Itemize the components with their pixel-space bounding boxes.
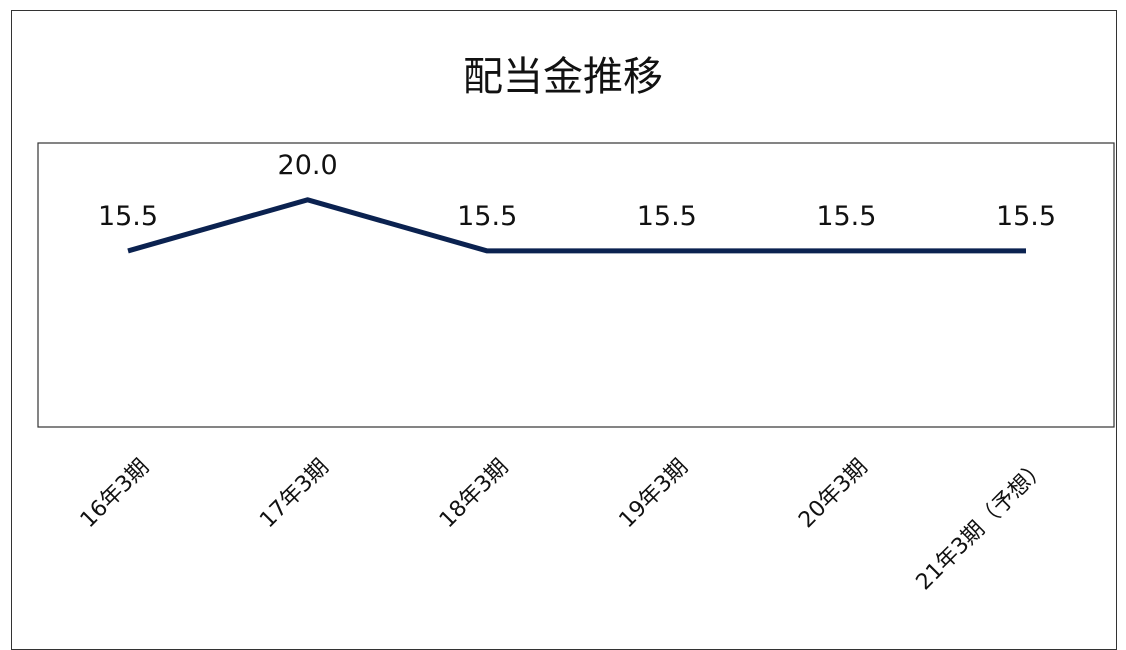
data-label: 15.5 [637, 201, 697, 232]
chart-marks: 15.5 20.0 15.5 15.5 15.5 15.5 16年3期 17年3期 18年3期 1… [76, 150, 1056, 595]
data-label: 15.5 [996, 201, 1056, 232]
data-label: 15.5 [816, 201, 876, 232]
x-tick-label: 19年3期 [615, 455, 693, 533]
chart-title: 配当金推移 [463, 54, 663, 100]
x-tick-label: 20年3期 [794, 455, 872, 533]
x-tick-label: 17年3期 [255, 455, 333, 533]
series-line [127, 197, 1026, 254]
x-tick-label: 21年3期（予想） [912, 455, 1053, 596]
x-tick-label: 18年3期 [435, 455, 513, 533]
x-tick-label: 16年3期 [76, 455, 154, 533]
data-label: 15.5 [457, 201, 517, 232]
plot-area [37, 142, 1115, 428]
data-label: 20.0 [278, 150, 338, 181]
data-label: 15.5 [98, 201, 158, 232]
